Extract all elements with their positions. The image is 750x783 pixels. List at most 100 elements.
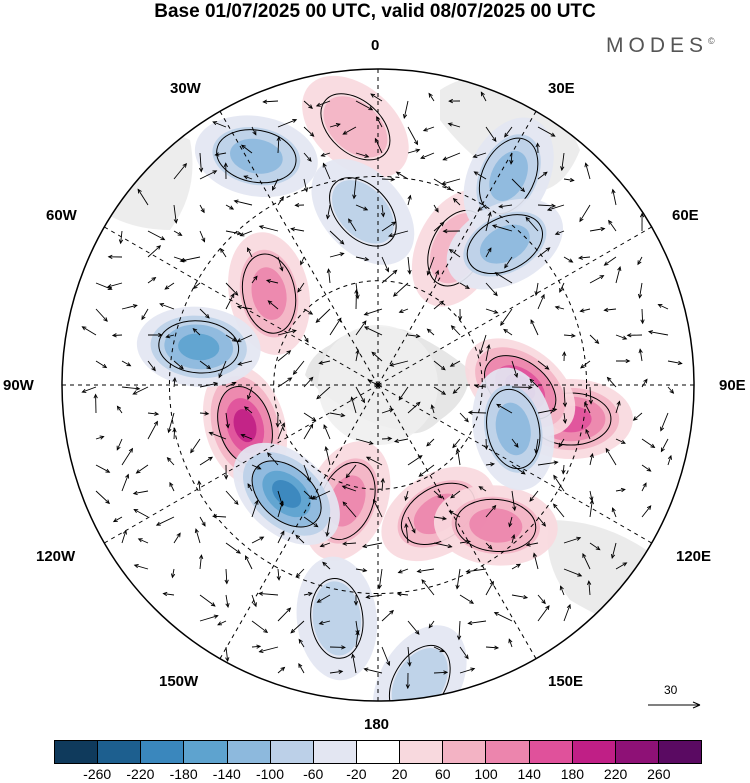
wind-arrow xyxy=(428,92,435,102)
wind-arrow xyxy=(251,536,265,544)
wind-arrow xyxy=(199,170,218,180)
wind-arrow xyxy=(237,360,253,366)
wind-arrow xyxy=(223,162,228,180)
wind-arrow xyxy=(197,480,202,492)
wind-arrow xyxy=(457,308,463,321)
wind-arrow xyxy=(589,334,600,344)
wind-arrow xyxy=(170,568,176,579)
wind-arrow xyxy=(433,542,453,549)
wind-arrow xyxy=(323,424,331,440)
wind-arrow xyxy=(118,230,124,245)
wind-arrow xyxy=(396,592,409,597)
wind-arrow xyxy=(290,620,305,634)
wind-arrow xyxy=(459,646,469,660)
wind-arrow xyxy=(608,219,617,232)
wind-arrow xyxy=(277,500,284,518)
wind-arrow xyxy=(640,308,645,325)
wind-arrow xyxy=(441,178,461,186)
negative-anomaly xyxy=(446,198,564,290)
wind-arrow xyxy=(416,568,435,574)
wind-arrow xyxy=(447,122,461,128)
wind-arrow xyxy=(247,483,253,492)
wind-arrow xyxy=(355,438,374,445)
wind-arrow xyxy=(95,435,105,440)
wind-arrow xyxy=(173,532,181,544)
wind-arrow xyxy=(433,516,448,521)
wind-arrow xyxy=(580,360,591,369)
wind-arrow xyxy=(236,334,253,343)
colorbar-swatch xyxy=(615,741,659,763)
wind-arrow xyxy=(212,121,227,128)
wind-arrow xyxy=(365,594,383,599)
negative-anomaly xyxy=(296,556,378,681)
copyright-mark: © xyxy=(708,36,715,46)
wind-arrow xyxy=(491,224,513,232)
wind-arrow xyxy=(511,563,522,570)
reference-vector: 30 xyxy=(646,683,704,713)
wind-arrow xyxy=(473,171,487,180)
wind-arrow xyxy=(199,230,206,243)
chart-title: Base 01/07/2025 00 UTC, valid 08/07/2025… xyxy=(154,1,596,22)
wind-arrow xyxy=(315,100,331,107)
wind-arrow xyxy=(589,542,601,551)
wind-arrow xyxy=(240,144,253,154)
wind-arrow xyxy=(563,568,583,577)
wind-arrow xyxy=(329,645,346,650)
wind-arrow xyxy=(605,447,617,466)
wind-arrow xyxy=(159,303,175,310)
wind-arrow xyxy=(500,308,513,327)
wind-arrow xyxy=(277,350,292,362)
wind-arrow xyxy=(243,175,253,180)
wind-arrow xyxy=(251,275,258,284)
wind-arrow xyxy=(534,282,539,297)
wind-arrow xyxy=(535,142,540,154)
wind-arrow xyxy=(459,282,470,289)
wind-arrow xyxy=(199,204,205,214)
wind-arrow xyxy=(472,152,487,159)
south-america-landmass xyxy=(100,132,193,230)
wind-arrow xyxy=(392,282,409,297)
wind-arrow xyxy=(267,300,279,310)
wind-arrow xyxy=(355,320,367,336)
wind-arrow xyxy=(405,672,410,690)
wind-arrow xyxy=(589,452,594,466)
colorbar-ticks: -260 -220 -180 -140 -100 -60 -20 20 60 100 140 180 2… xyxy=(0,766,750,783)
wind-arrow xyxy=(251,620,269,634)
wind-arrow xyxy=(214,152,227,157)
wind-arrow xyxy=(611,188,617,206)
wind-arrow xyxy=(563,256,574,263)
wind-arrow xyxy=(121,447,134,466)
colorbar-tick-label: 60 xyxy=(435,766,451,782)
wind-arrow xyxy=(452,386,461,394)
positive-anomaly xyxy=(228,232,311,355)
wind-arrow xyxy=(626,333,643,338)
wind-arrow xyxy=(147,230,166,241)
wind-arrow xyxy=(641,505,652,518)
wind-arrow xyxy=(199,594,216,607)
wind-arrow xyxy=(225,490,239,506)
wind-arrow xyxy=(563,177,575,183)
wind-arrow xyxy=(553,474,565,492)
wind-arrow xyxy=(511,385,533,390)
wind-arrow xyxy=(297,282,305,293)
lon-label-30e: 30E xyxy=(548,80,575,97)
wind-arrow xyxy=(355,349,360,362)
wind-arrow xyxy=(363,667,383,674)
wind-arrow xyxy=(167,412,175,434)
wind-arrow xyxy=(615,334,628,340)
wind-arrow xyxy=(225,594,230,609)
wind-arrow xyxy=(277,377,293,388)
wind-arrow xyxy=(155,516,175,526)
wind-arrow xyxy=(316,386,331,400)
wind-arrow xyxy=(485,462,496,467)
colorbar-tick-label: -140 xyxy=(212,766,241,782)
wind-arrow xyxy=(452,197,461,206)
wind-arrow xyxy=(236,305,253,310)
colorbar-tick-label: 180 xyxy=(560,766,585,782)
wind-arrow xyxy=(251,644,262,649)
wind-arrow xyxy=(147,332,163,338)
wind-arrow xyxy=(407,646,412,667)
wind-arrow xyxy=(165,334,175,339)
wind-arrow xyxy=(407,401,421,414)
wind-arrow xyxy=(529,490,539,502)
